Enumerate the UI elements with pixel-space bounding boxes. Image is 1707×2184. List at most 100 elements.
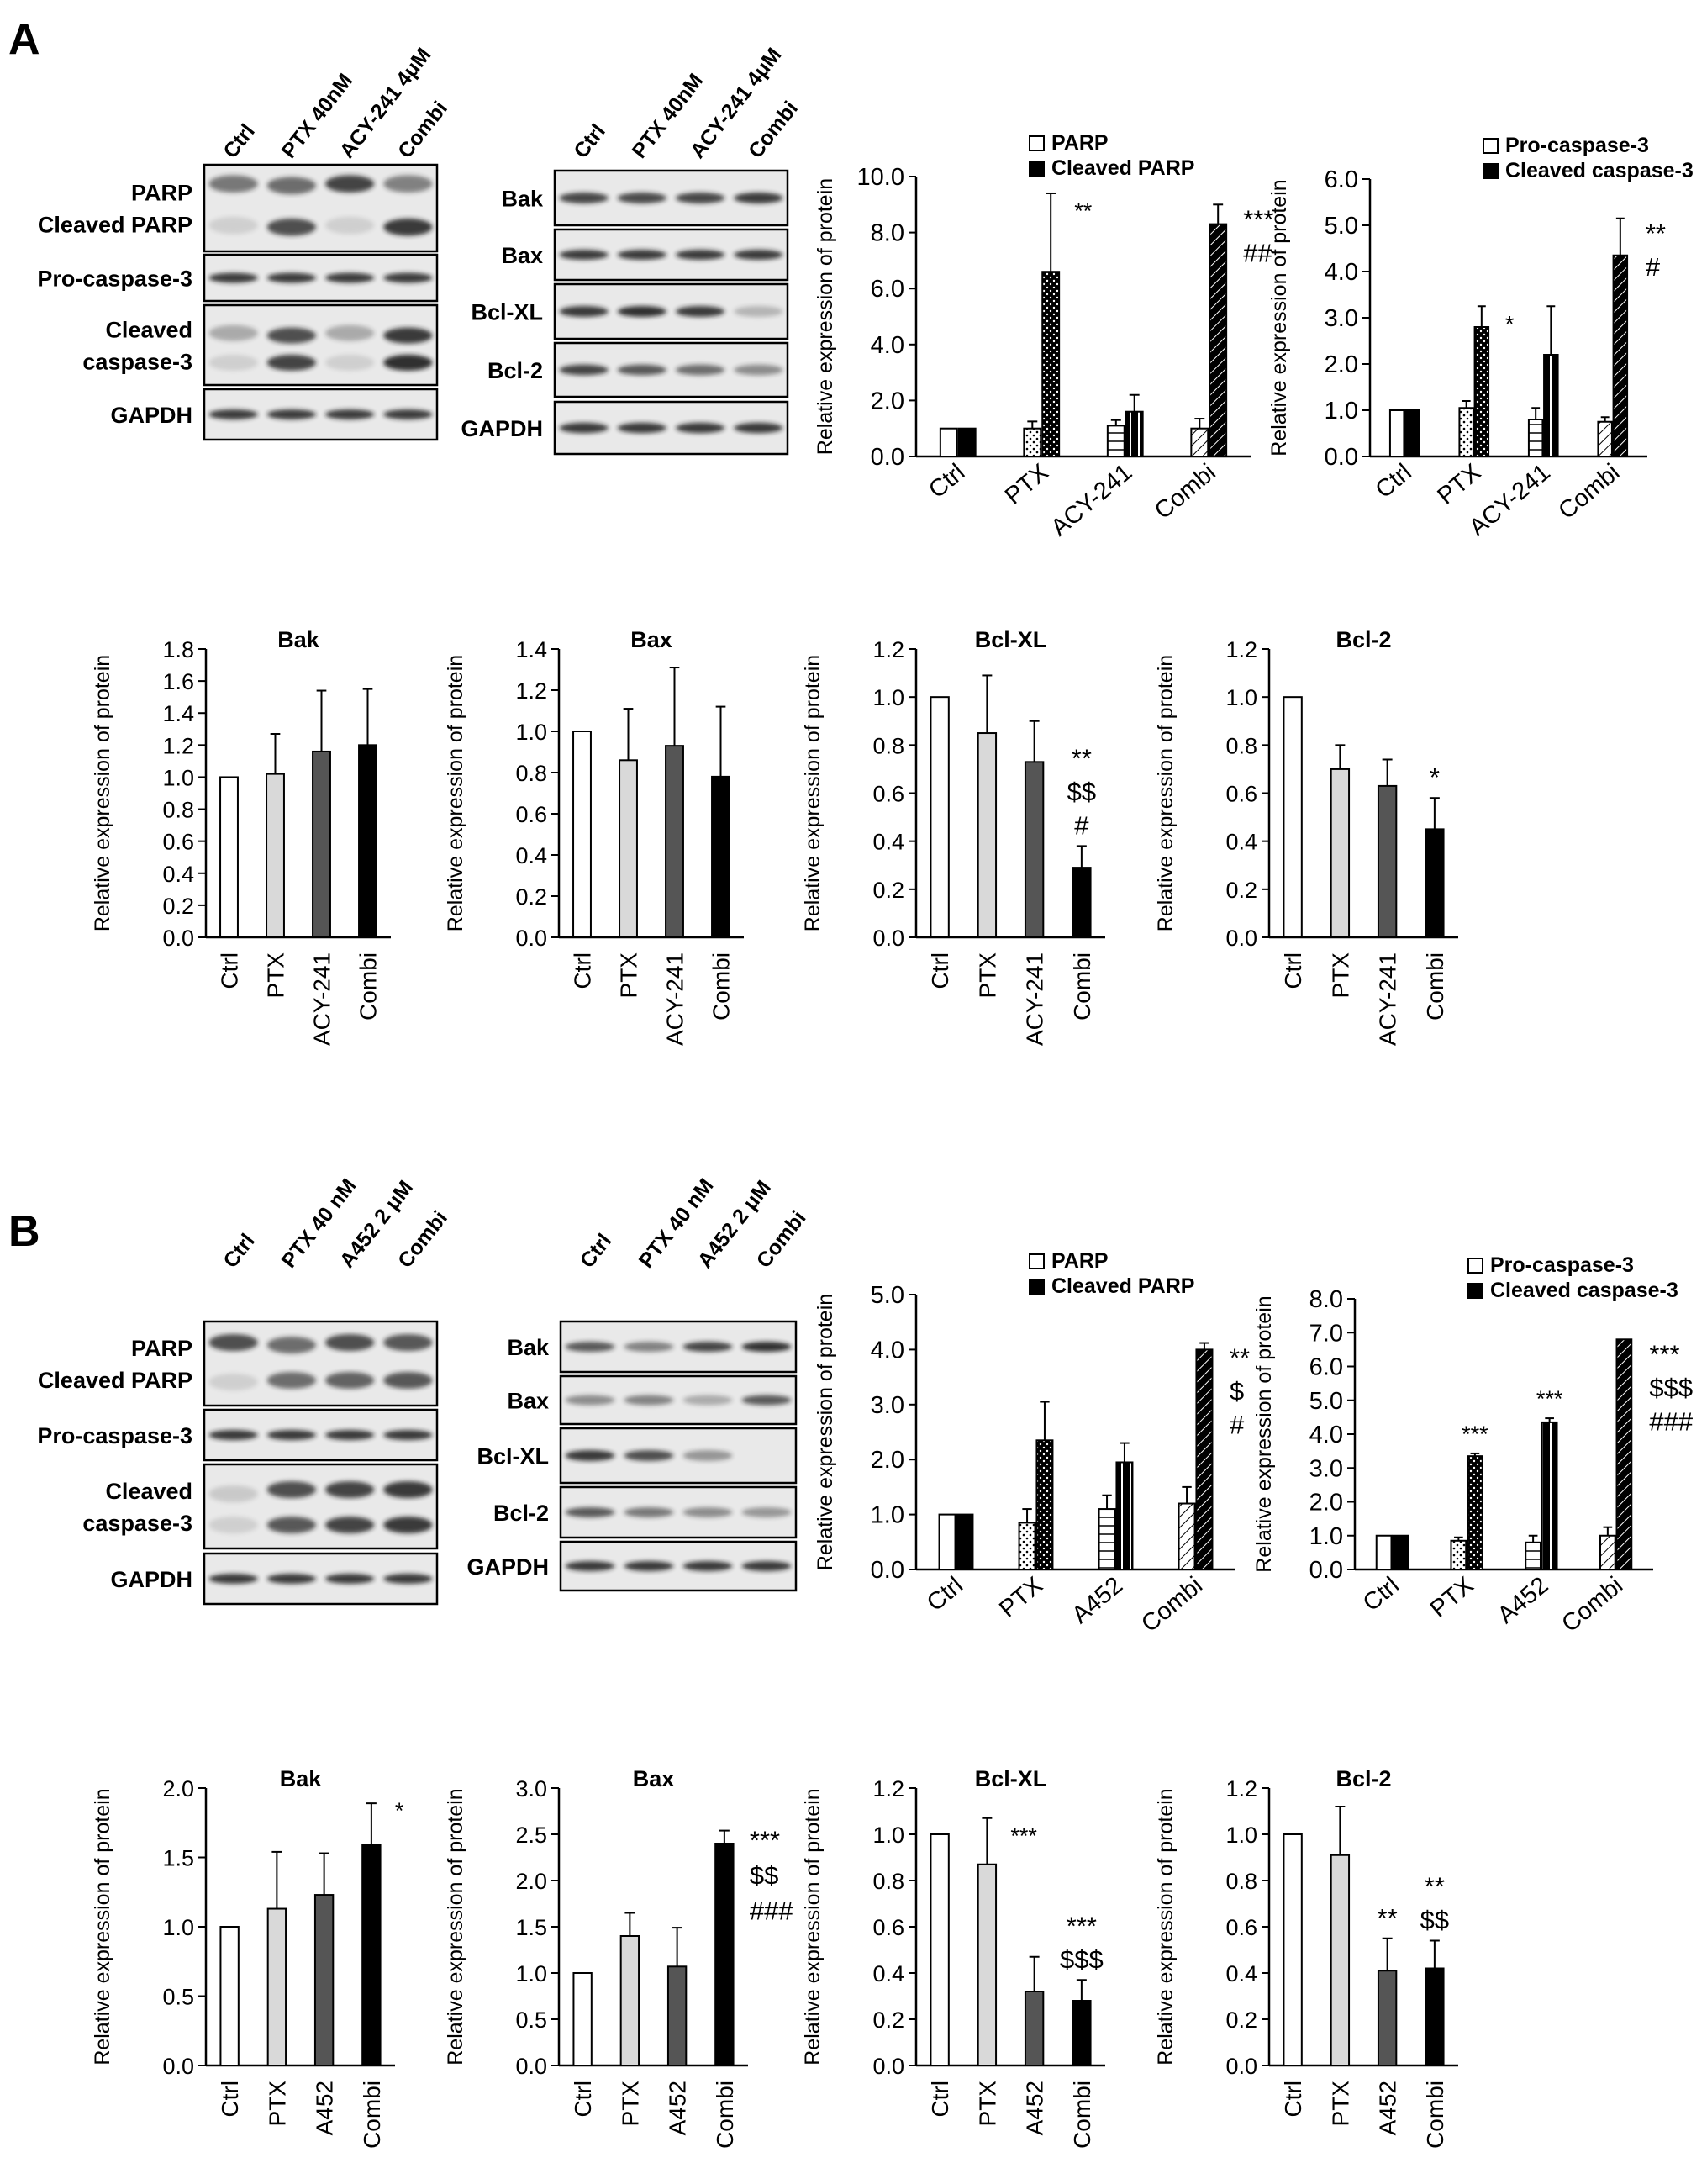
- x-tick-label: A452: [312, 2081, 338, 2135]
- x-tick-label: Ctrl: [922, 1572, 968, 1617]
- bar: [956, 1513, 974, 1570]
- blot-band: [325, 354, 375, 371]
- blot-strip: [203, 303, 439, 387]
- y-tick-label: 0.4: [872, 1961, 904, 1986]
- legend-swatch: [1029, 135, 1045, 151]
- blot-band: [624, 1342, 674, 1352]
- blot-band: [266, 177, 316, 195]
- significance-mark: $$$: [1060, 1944, 1104, 1974]
- y-tick-label: 1.2: [1225, 637, 1257, 662]
- blot-band: [325, 409, 375, 419]
- bar-charts: 0.0 2.0 4.0 6.0 8.0 10.0 Relative expression o…: [91, 131, 1694, 2149]
- y-tick-label: 0.0: [872, 2054, 904, 2079]
- blot-band: [208, 175, 258, 193]
- blot-band: [208, 1334, 258, 1351]
- legend-label: PARP: [1051, 131, 1109, 155]
- chart-title: Bax: [630, 627, 672, 652]
- blot-strip: [203, 1320, 439, 1407]
- blot-band: [266, 1337, 316, 1353]
- y-tick-label: 0.5: [162, 1985, 194, 2010]
- legend-label: Cleaved caspase-3: [1505, 159, 1694, 182]
- significance-mark: **: [1074, 198, 1093, 224]
- blot-band: [208, 1430, 258, 1440]
- significance-mark: **: [1230, 1343, 1250, 1373]
- significance-mark: *: [1505, 311, 1515, 336]
- significance-mark: ###: [1649, 1406, 1693, 1436]
- blot-band: [565, 1561, 615, 1571]
- chart-title: Bcl-2: [1336, 627, 1391, 652]
- bar: [957, 427, 977, 458]
- blot-band: [734, 422, 783, 434]
- blot-band: [266, 1430, 316, 1440]
- chart-b-bcl2: 0.0 0.2 0.4 0.6 0.8 1.0 1.2 Relative expression…: [1154, 1766, 1458, 2149]
- blot-row-label: Bcl-XL: [477, 1444, 549, 1469]
- x-tick-label: Combi: [1557, 1572, 1628, 1638]
- x-tick-label: ACY-241: [1022, 952, 1048, 1046]
- bar: [1072, 2000, 1092, 2066]
- y-tick-label: 8.0: [1309, 1286, 1343, 1313]
- y-tick-label: 0.8: [872, 1869, 904, 1894]
- y-tick-label: 7.0: [1309, 1320, 1343, 1347]
- y-tick-label: 1.4: [515, 637, 547, 662]
- bar: [1615, 1338, 1633, 1571]
- blot-row-label: Bcl-2: [487, 358, 543, 383]
- blot-band: [624, 1450, 674, 1461]
- y-tick-label: 0.0: [515, 926, 547, 951]
- bar: [1178, 1502, 1196, 1571]
- blot-row-label: PARP: [131, 181, 192, 206]
- blot-row-label: Pro-caspase-3: [37, 1423, 192, 1448]
- blot-band: [559, 193, 609, 203]
- x-tick-label: A452: [665, 2081, 691, 2135]
- significance-mark: ***: [1243, 204, 1273, 234]
- x-tick-label: Ctrl: [1371, 459, 1417, 504]
- y-axis-label: Relative expression of protein: [1267, 179, 1291, 456]
- x-tick-label: Ctrl: [927, 952, 953, 989]
- bar: [1541, 1421, 1558, 1570]
- y-tick-label: 0.8: [515, 761, 547, 786]
- y-tick-label: 1.0: [515, 1961, 547, 1986]
- chart-title: Bak: [280, 1766, 323, 1791]
- x-tick-label: Ctrl: [927, 2081, 953, 2118]
- blot-band: [266, 218, 316, 236]
- blot-band: [617, 250, 666, 260]
- bar: [938, 1513, 956, 1570]
- y-tick-label: 4.0: [871, 1337, 904, 1364]
- blot-band: [617, 364, 666, 376]
- y-tick-label: 0.2: [872, 2007, 904, 2033]
- significance-mark: ##: [1243, 238, 1272, 267]
- lane-label: Combi: [393, 1206, 452, 1273]
- bar: [1209, 223, 1228, 457]
- x-tick-label: Combi: [712, 2081, 738, 2149]
- blot-band: [565, 1450, 615, 1461]
- blot-band: [617, 422, 666, 434]
- blot-row-label: GAPDH: [461, 416, 543, 441]
- blot-band: [624, 1561, 674, 1571]
- significance-mark: **: [1378, 1903, 1398, 1933]
- bar: [1190, 427, 1209, 458]
- blot-band: [734, 306, 783, 317]
- blot-band: [741, 1561, 792, 1571]
- bar: [1377, 784, 1398, 938]
- blot-band: [617, 193, 666, 203]
- blot-band: [383, 1372, 433, 1389]
- y-tick-label: 6.0: [1325, 166, 1358, 193]
- bar: [1115, 1461, 1134, 1570]
- blot-band: [325, 1334, 375, 1351]
- legend-label: Pro-caspase-3: [1505, 134, 1649, 157]
- lane-label: Combi: [752, 1206, 811, 1273]
- y-tick-label: 0.0: [162, 2054, 194, 2079]
- blot-band: [325, 1430, 375, 1440]
- bar: [619, 1935, 640, 2066]
- y-tick-label: 0.2: [162, 894, 194, 919]
- y-tick-label: 0.4: [1225, 830, 1257, 855]
- significance-mark: $$$: [1649, 1373, 1693, 1402]
- chart-b-casp3: 0.0 1.0 2.0 3.0 4.0 5.0 6.0 7.0 8.0 Relative expr…: [1252, 1253, 1694, 1638]
- legend-swatch: [1483, 163, 1499, 179]
- blot-band: [208, 1574, 258, 1584]
- blot-row-label: Bax: [507, 1389, 549, 1414]
- y-tick-label: 1.5: [515, 1915, 547, 1940]
- y-tick-label: 0.4: [162, 862, 194, 887]
- bar: [1195, 1348, 1214, 1571]
- x-tick-label: ACY-241: [1375, 952, 1401, 1046]
